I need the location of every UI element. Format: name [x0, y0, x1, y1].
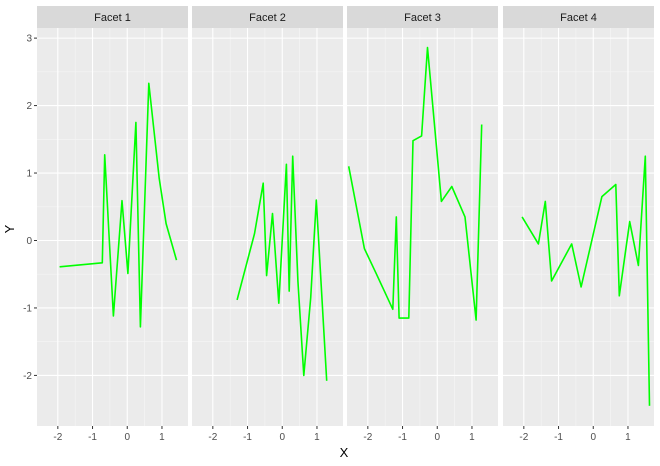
x-tick-label: 0 — [279, 432, 285, 443]
facet-strip — [37, 6, 188, 28]
series-line — [236, 155, 328, 381]
x-tick-label: -1 — [554, 432, 563, 443]
plot-panel-background — [347, 28, 498, 426]
x-tick-label: 1 — [625, 432, 631, 443]
facet-strip-label: Facet 1 — [94, 12, 131, 24]
x-tick-label: -2 — [519, 432, 528, 443]
x-tick-label: -2 — [208, 432, 217, 443]
x-tick-label: -1 — [398, 432, 407, 443]
y-axis: -2 -1 0 1 2 3 — [23, 34, 37, 382]
x-tick-label: -1 — [88, 432, 97, 443]
y-tick-label: 3 — [26, 34, 32, 45]
x-tick-label: 0 — [590, 432, 596, 443]
facet-strip-label: Facet 4 — [560, 12, 597, 24]
x-tick-label: -2 — [363, 432, 372, 443]
facet-strip-label: Facet 3 — [404, 12, 441, 24]
x-axis: -2 -1 0 1 -2 -1 0 1 -2 -1 0 1 -2 -1 0 1 — [53, 426, 631, 443]
plot-panel-background — [192, 28, 343, 426]
x-tick-label: -1 — [243, 432, 252, 443]
facet-strip — [347, 6, 498, 28]
series-line — [521, 155, 651, 406]
plot-panel-background — [37, 28, 188, 426]
x-tick-label: 1 — [469, 432, 475, 443]
series-line — [347, 46, 483, 321]
y-tick-label: 1 — [26, 169, 32, 180]
series-line — [59, 82, 178, 328]
y-axis-title: Y — [2, 224, 17, 233]
x-axis-title: X — [340, 445, 349, 460]
panels-layer: Facet 1 Facet 2 Facet 3 Facet 4 — [37, 6, 654, 426]
x-tick-label: 0 — [124, 432, 130, 443]
y-tick-label: -2 — [23, 371, 32, 382]
facet-panel: Facet 2 — [192, 6, 343, 426]
y-tick-label: 0 — [26, 236, 32, 247]
x-tick-label: -2 — [53, 432, 62, 443]
y-tick-label: -1 — [23, 303, 32, 314]
x-tick-label: 1 — [159, 432, 165, 443]
x-tick-label: 0 — [434, 432, 440, 443]
facet-strip — [503, 6, 654, 28]
facet-strip — [192, 6, 343, 28]
y-tick-label: 2 — [26, 101, 32, 112]
facet-panel: Facet 4 — [503, 6, 654, 426]
facet-panel: Facet 1 — [37, 6, 188, 426]
x-tick-label: 1 — [314, 432, 320, 443]
facet-strip-label: Facet 2 — [249, 12, 286, 24]
facet-panel: Facet 3 — [347, 6, 498, 426]
